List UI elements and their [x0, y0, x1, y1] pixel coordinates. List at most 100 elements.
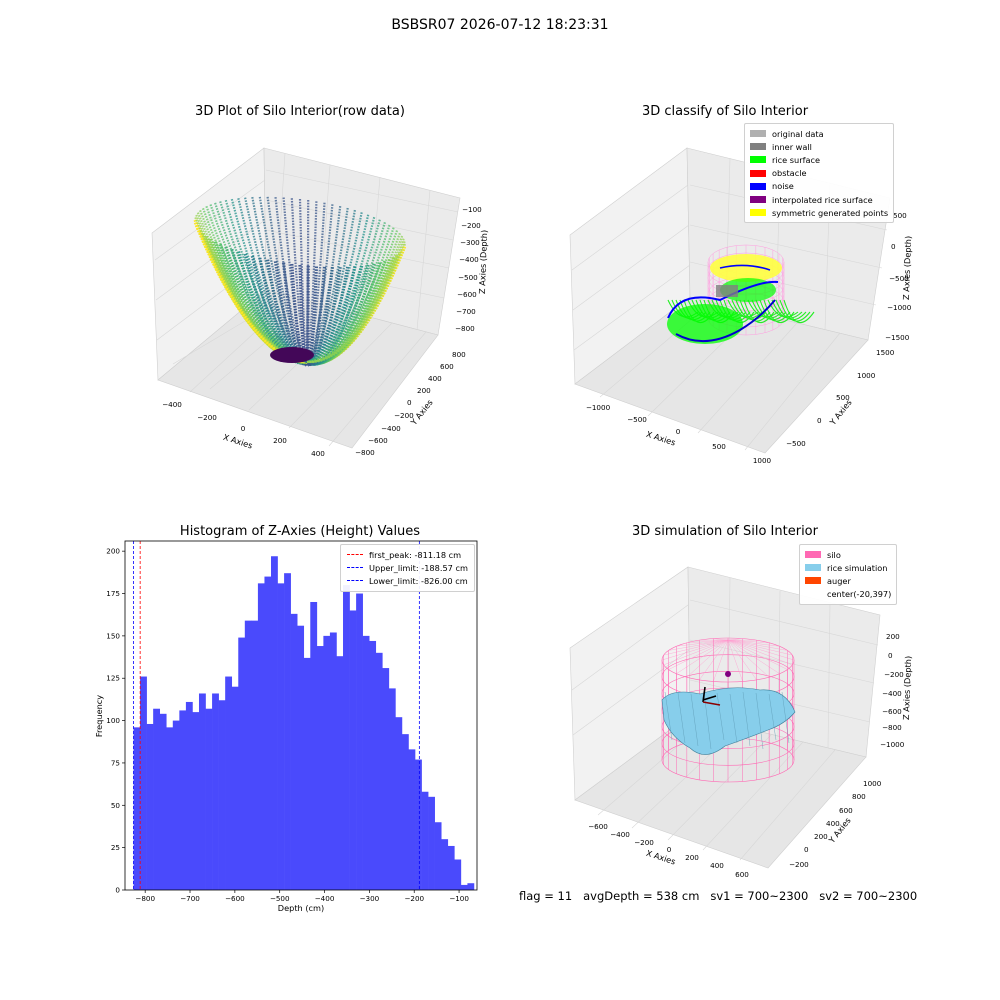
raw-x-ticks: −400 −200 0 200 400 — [162, 400, 325, 458]
simulation-x-label: X Axies — [645, 848, 677, 867]
legend-label: Upper_limit: -188.57 cm — [369, 562, 468, 573]
histogram-bar — [441, 839, 449, 890]
histogram-bar — [447, 845, 455, 890]
tick: −200 — [789, 860, 809, 869]
raw-x-label: X Axies — [222, 432, 254, 451]
histogram-bar — [212, 693, 219, 890]
legend-item: interpolated rice surface — [750, 193, 888, 206]
tick: 600 — [735, 870, 749, 879]
data-streak — [305, 199, 310, 363]
legend-item: Upper_limit: -188.57 cm — [347, 561, 468, 574]
legend-line — [347, 567, 363, 569]
y-tick-label: 200 — [106, 547, 120, 556]
status-line: flag = 11 avgDepth = 538 cm sv1 = 700~23… — [519, 889, 918, 903]
plot-title-classify: 3D classify of Silo Interior — [641, 104, 809, 119]
legend-label: obstacle — [772, 168, 807, 179]
silo-roof-line — [727, 639, 788, 670]
silo-roof-line — [727, 639, 795, 661]
histogram-bar — [434, 822, 442, 890]
tick: −600 — [882, 707, 902, 716]
y-tick-label: 75 — [111, 758, 120, 767]
tick: −400 — [459, 255, 479, 264]
rice-surface-streak — [779, 299, 811, 322]
histogram-bar — [244, 620, 252, 890]
histogram-bar — [349, 610, 357, 890]
mesh-line — [742, 691, 751, 747]
silo-roof-line — [727, 639, 793, 656]
legend-label: symmetric generated points — [772, 207, 889, 218]
classify-x-label: X Axies — [645, 429, 677, 448]
legend-swatch — [750, 156, 766, 164]
data-streak — [306, 219, 381, 364]
legend-item: auger — [805, 574, 891, 587]
histogram-bar — [251, 620, 259, 890]
legend-item: Lower_limit: -826.00 cm — [347, 574, 468, 587]
histogram-bar — [146, 723, 154, 890]
simulation-z-ticks: 200 0 −200 −400 −600 −800 −1000 — [880, 632, 905, 749]
rice-simulation-surface — [661, 687, 796, 755]
silo-roof-line — [661, 639, 729, 661]
rice-surface-streak — [755, 299, 787, 321]
y-tick-label: 175 — [106, 589, 120, 598]
data-streak — [306, 266, 357, 366]
plot-title-raw: 3D Plot of Silo Interior(row data) — [195, 104, 405, 119]
legend-label: first_peak: -811.18 cm — [369, 549, 462, 560]
histogram-legend: first_peak: -811.18 cm Upper_limit: -188… — [340, 544, 475, 592]
classify-z-label: Z Axies (Depth) — [901, 236, 913, 300]
histogram-bar — [388, 688, 396, 890]
data-streak — [266, 196, 308, 363]
legend-label: original data — [772, 128, 824, 139]
histogram-bar — [133, 727, 141, 890]
rice-surface-streak — [771, 299, 803, 319]
data-streak — [243, 253, 308, 365]
tick: −1000 — [887, 303, 912, 312]
histogram-bar — [257, 583, 265, 890]
histogram-bar — [159, 713, 167, 890]
tick: 200 — [273, 436, 287, 445]
data-streak — [307, 240, 406, 364]
auger-point — [725, 671, 731, 677]
histogram-bar — [192, 712, 200, 890]
tick: 0 — [891, 242, 896, 251]
legend-label: silo — [827, 549, 841, 560]
data-streak — [306, 264, 370, 366]
legend-swatch — [750, 143, 766, 151]
data-streak — [306, 265, 364, 366]
data-streak — [214, 202, 308, 364]
classify-x-ticks: −1000 −500 0 500 1000 — [586, 403, 772, 465]
data-streak — [306, 257, 396, 365]
legend-item: inner wall — [750, 140, 888, 153]
histogram-y-label: Frequency — [94, 695, 104, 737]
histogram-bar — [205, 708, 213, 890]
silo-roof-line — [727, 639, 780, 674]
data-streak — [306, 227, 395, 364]
histogram-bars — [133, 556, 475, 890]
tick: 200 — [814, 832, 828, 841]
center-axis — [702, 701, 721, 706]
simulation-legend: silo rice simulation auger center(-20,39… — [799, 544, 898, 605]
tick: −800 — [455, 324, 475, 333]
histogram-bar — [460, 884, 468, 890]
simulation-scene — [661, 637, 796, 783]
rice-surface-streak — [775, 299, 807, 321]
legend-swatch — [805, 551, 821, 559]
histogram-bar — [421, 791, 429, 890]
tick: 200 — [886, 632, 900, 641]
tick: −200 — [197, 413, 217, 422]
histogram-bar — [467, 883, 475, 890]
histogram-bar — [316, 646, 324, 890]
histogram-bar — [329, 632, 337, 890]
histogram-bar — [303, 657, 311, 890]
tick: −600 — [457, 290, 477, 299]
histogram-bar — [140, 676, 147, 890]
tick: 1000 — [863, 779, 882, 788]
tick: −200 — [634, 838, 654, 847]
legend-label: Lower_limit: -826.00 cm — [369, 575, 468, 586]
tick: −600 — [368, 436, 388, 445]
x-tick-label: −500 — [270, 894, 290, 903]
plot-title-simulation: 3D simulation of Silo Interior — [632, 524, 818, 539]
silo-roof-line — [668, 639, 729, 670]
raw-y-ticks: −800 −600 −400 −200 0 200 400 600 800 — [355, 350, 466, 457]
data-streak — [306, 224, 391, 364]
tick: −100 — [462, 205, 482, 214]
